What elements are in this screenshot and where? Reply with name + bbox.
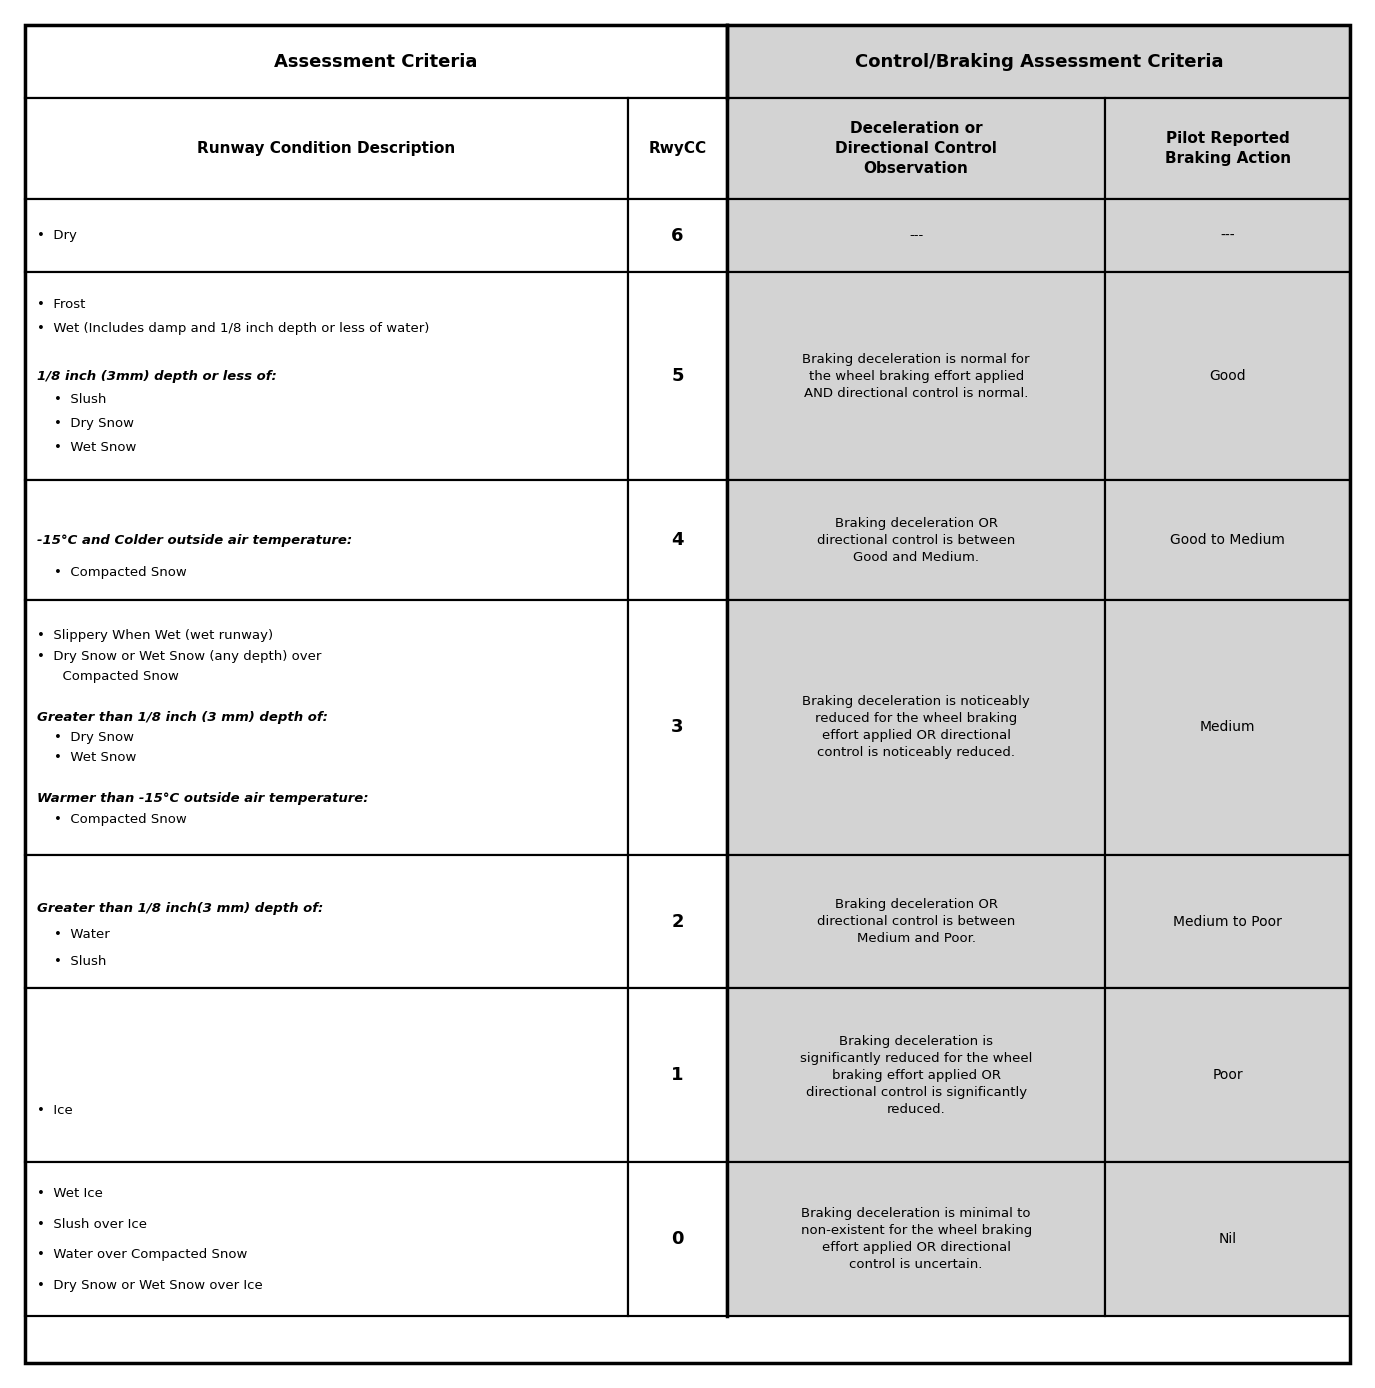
Bar xyxy=(628,988,727,1163)
Bar xyxy=(727,25,1350,99)
Text: •  Ice: • Ice xyxy=(37,1103,73,1117)
Text: ---: --- xyxy=(909,229,923,242)
Text: •  Dry Snow: • Dry Snow xyxy=(37,416,133,430)
Text: •  Dry Snow: • Dry Snow xyxy=(37,731,133,744)
Bar xyxy=(25,988,628,1163)
Bar xyxy=(25,855,628,988)
Bar xyxy=(25,480,628,600)
Text: •  Wet (Includes damp and 1/8 inch depth or less of water): • Wet (Includes damp and 1/8 inch depth … xyxy=(37,322,429,335)
Text: Poor: Poor xyxy=(1213,1069,1243,1083)
Text: 4: 4 xyxy=(671,532,683,550)
Bar xyxy=(25,198,628,272)
Bar xyxy=(25,272,628,480)
Text: •  Slush: • Slush xyxy=(37,955,106,969)
Bar xyxy=(1106,855,1350,988)
Bar xyxy=(727,99,1106,198)
Text: Greater than 1/8 inch (3 mm) depth of:: Greater than 1/8 inch (3 mm) depth of: xyxy=(37,711,327,723)
Text: Assessment Criteria: Assessment Criteria xyxy=(275,53,477,71)
Text: •  Wet Snow: • Wet Snow xyxy=(37,751,136,765)
Text: •  Slush over Ice: • Slush over Ice xyxy=(37,1217,147,1231)
Text: Medium: Medium xyxy=(1200,720,1255,734)
Text: Warmer than -15°C outside air temperature:: Warmer than -15°C outside air temperatur… xyxy=(37,793,368,805)
Text: •  Slippery When Wet (wet runway): • Slippery When Wet (wet runway) xyxy=(37,629,272,643)
Bar xyxy=(727,480,1106,600)
Text: 2: 2 xyxy=(671,912,683,930)
Text: Medium to Poor: Medium to Poor xyxy=(1173,915,1282,929)
Text: Braking deceleration is noticeably
reduced for the wheel braking
effort applied : Braking deceleration is noticeably reduc… xyxy=(802,695,1030,759)
Bar xyxy=(1106,99,1350,198)
Text: •  Frost: • Frost xyxy=(37,298,85,311)
Bar xyxy=(1106,1163,1350,1316)
Text: 0: 0 xyxy=(671,1230,683,1248)
Bar xyxy=(628,99,727,198)
Text: Good: Good xyxy=(1210,369,1246,383)
Bar xyxy=(1106,198,1350,272)
Bar xyxy=(628,198,727,272)
Text: Braking deceleration is
significantly reduced for the wheel
braking effort appli: Braking deceleration is significantly re… xyxy=(800,1035,1033,1116)
Bar xyxy=(727,600,1106,855)
Text: 6: 6 xyxy=(671,226,683,244)
Bar xyxy=(25,600,628,855)
Text: Compacted Snow: Compacted Snow xyxy=(37,670,179,683)
Bar xyxy=(628,272,727,480)
Text: •  Compacted Snow: • Compacted Snow xyxy=(37,812,187,826)
Text: 1/8 inch (3mm) depth or less of:: 1/8 inch (3mm) depth or less of: xyxy=(37,369,276,383)
Text: Good to Medium: Good to Medium xyxy=(1170,533,1286,547)
Bar xyxy=(727,1163,1106,1316)
Text: Greater than 1/8 inch(3 mm) depth of:: Greater than 1/8 inch(3 mm) depth of: xyxy=(37,902,323,915)
Text: Braking deceleration OR
directional control is between
Medium and Poor.: Braking deceleration OR directional cont… xyxy=(817,898,1015,945)
Text: -15°C and Colder outside air temperature:: -15°C and Colder outside air temperature… xyxy=(37,533,352,547)
Text: •  Water over Compacted Snow: • Water over Compacted Snow xyxy=(37,1248,248,1262)
Text: •  Dry Snow or Wet Snow over Ice: • Dry Snow or Wet Snow over Ice xyxy=(37,1280,263,1292)
Text: Deceleration or
Directional Control
Observation: Deceleration or Directional Control Obse… xyxy=(835,121,997,176)
Bar xyxy=(628,855,727,988)
Text: 5: 5 xyxy=(671,366,683,384)
Bar xyxy=(25,1163,628,1316)
Text: 3: 3 xyxy=(671,719,683,737)
Bar xyxy=(1106,600,1350,855)
Bar xyxy=(25,25,727,99)
Text: •  Slush: • Slush xyxy=(37,393,106,407)
Text: Pilot Reported
Braking Action: Pilot Reported Braking Action xyxy=(1165,130,1291,167)
Text: RwyCC: RwyCC xyxy=(649,142,707,155)
Text: •  Wet Ice: • Wet Ice xyxy=(37,1187,103,1199)
Text: ---: --- xyxy=(1221,229,1235,243)
Text: 1: 1 xyxy=(671,1066,683,1084)
Bar xyxy=(727,855,1106,988)
Text: Runway Condition Description: Runway Condition Description xyxy=(197,142,455,155)
Text: Nil: Nil xyxy=(1218,1233,1236,1246)
Text: •  Water: • Water xyxy=(37,929,110,941)
Bar xyxy=(1106,272,1350,480)
Bar xyxy=(727,272,1106,480)
Bar xyxy=(727,988,1106,1163)
Text: •  Dry Snow or Wet Snow (any depth) over: • Dry Snow or Wet Snow (any depth) over xyxy=(37,650,322,662)
Text: •  Dry: • Dry xyxy=(37,229,77,242)
Text: Control/Braking Assessment Criteria: Control/Braking Assessment Criteria xyxy=(854,53,1222,71)
Bar xyxy=(727,198,1106,272)
Bar xyxy=(1106,480,1350,600)
Bar xyxy=(628,1163,727,1316)
Bar xyxy=(628,600,727,855)
Text: Braking deceleration is minimal to
non-existent for the wheel braking
effort app: Braking deceleration is minimal to non-e… xyxy=(800,1208,1031,1271)
Text: Braking deceleration is normal for
the wheel braking effort applied
AND directio: Braking deceleration is normal for the w… xyxy=(803,353,1030,400)
Text: Braking deceleration OR
directional control is between
Good and Medium.: Braking deceleration OR directional cont… xyxy=(817,516,1015,564)
Text: •  Wet Snow: • Wet Snow xyxy=(37,441,136,454)
Text: •  Compacted Snow: • Compacted Snow xyxy=(37,566,187,579)
Bar xyxy=(25,99,628,198)
Bar xyxy=(1106,988,1350,1163)
Bar xyxy=(628,480,727,600)
